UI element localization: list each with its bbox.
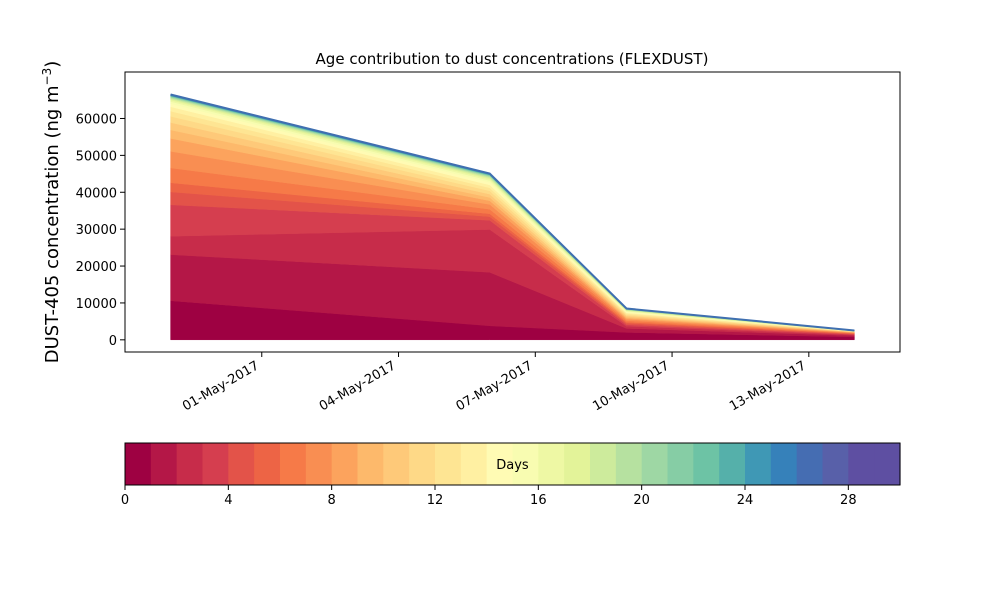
- top-boundary: [170, 93, 855, 332]
- colorbar-tick-label: 0: [121, 493, 129, 508]
- colorbar-cell: [874, 443, 901, 485]
- chart-title: Age contribution to dust concentrations …: [316, 50, 709, 68]
- colorbar-cell: [770, 443, 798, 485]
- stacked-areas: [170, 94, 855, 341]
- colorbar-tick-label: 4: [224, 493, 232, 508]
- colorbar-cell: [125, 443, 152, 485]
- colorbar-cell: [280, 443, 307, 485]
- colorbar-cell: [796, 443, 824, 485]
- colorbar-tick-label: 24: [737, 493, 754, 508]
- colorbar-cell: [667, 443, 694, 485]
- x-tick-label: 01-May-2017: [180, 358, 262, 414]
- y-axis-label-unit: −3: [40, 68, 54, 86]
- total-line: [170, 93, 855, 332]
- colorbar-cell: [822, 443, 849, 485]
- colorbar-cell: [383, 443, 410, 485]
- colorbar-tick-label: 20: [633, 493, 650, 508]
- y-axis: 0 10000 20000 30000 40000 50000 60000: [76, 112, 125, 349]
- colorbar-cell: [228, 443, 255, 485]
- y-tick-label: 40000: [76, 186, 117, 201]
- colorbar-cell: [460, 443, 488, 485]
- colorbar-cell: [512, 443, 539, 485]
- colorbar-cell: [409, 443, 436, 485]
- colorbar-cell: [590, 443, 617, 485]
- y-tick-label: 50000: [76, 149, 117, 164]
- x-axis: 01-May-2017 04-May-2017 07-May-2017 10-May-…: [180, 352, 810, 414]
- colorbar-cell: [176, 443, 204, 485]
- colorbar-tick-label: 16: [530, 493, 547, 508]
- colorbar-frame: [124, 442, 901, 486]
- colorbar-cell: [305, 443, 333, 485]
- colorbar-tick-label: 12: [427, 493, 444, 508]
- colorbar-cell: [641, 443, 669, 485]
- x-tick-label: 07-May-2017: [454, 358, 536, 414]
- y-tick-label: 10000: [76, 297, 117, 312]
- colorbar-label: Days: [496, 458, 529, 473]
- y-axis-label-main: DUST-405 concentration (ng m: [42, 85, 63, 363]
- colorbar-cell: [254, 443, 281, 485]
- y-tick-label: 30000: [76, 223, 117, 238]
- colorbar-cell: [719, 443, 746, 485]
- colorbar-tick-label: 28: [840, 493, 857, 508]
- colorbar-cell: [357, 443, 384, 485]
- colorbar: Days 0 4 8 12 16 20 24 28: [121, 442, 901, 508]
- colorbar-cell: [538, 443, 565, 485]
- colorbar-cell: [615, 443, 643, 485]
- plot-frame: [124, 71, 901, 353]
- y-tick-label: 20000: [76, 260, 117, 275]
- colorbar-cell: [331, 443, 359, 485]
- colorbar-tick-label: 8: [328, 493, 336, 508]
- colorbar-cell: [202, 443, 229, 485]
- colorbar-cell: [150, 443, 178, 485]
- colorbar-cell: [435, 443, 462, 485]
- colorbar-cell: [693, 443, 720, 485]
- colorbar-cell: [564, 443, 591, 485]
- colorbar-cell: [745, 443, 772, 485]
- y-tick-label: 60000: [76, 112, 117, 127]
- x-tick-label: 10-May-2017: [590, 358, 672, 414]
- y-axis-label-close: ): [42, 61, 63, 68]
- colorbar-cell: [486, 443, 514, 485]
- x-tick-label: 13-May-2017: [727, 358, 809, 414]
- y-tick-label: 0: [109, 334, 117, 349]
- x-tick-label: 04-May-2017: [317, 358, 399, 414]
- colorbar-cell: [848, 443, 875, 485]
- y-axis-label: DUST-405 concentration (ng m−3): [40, 61, 63, 364]
